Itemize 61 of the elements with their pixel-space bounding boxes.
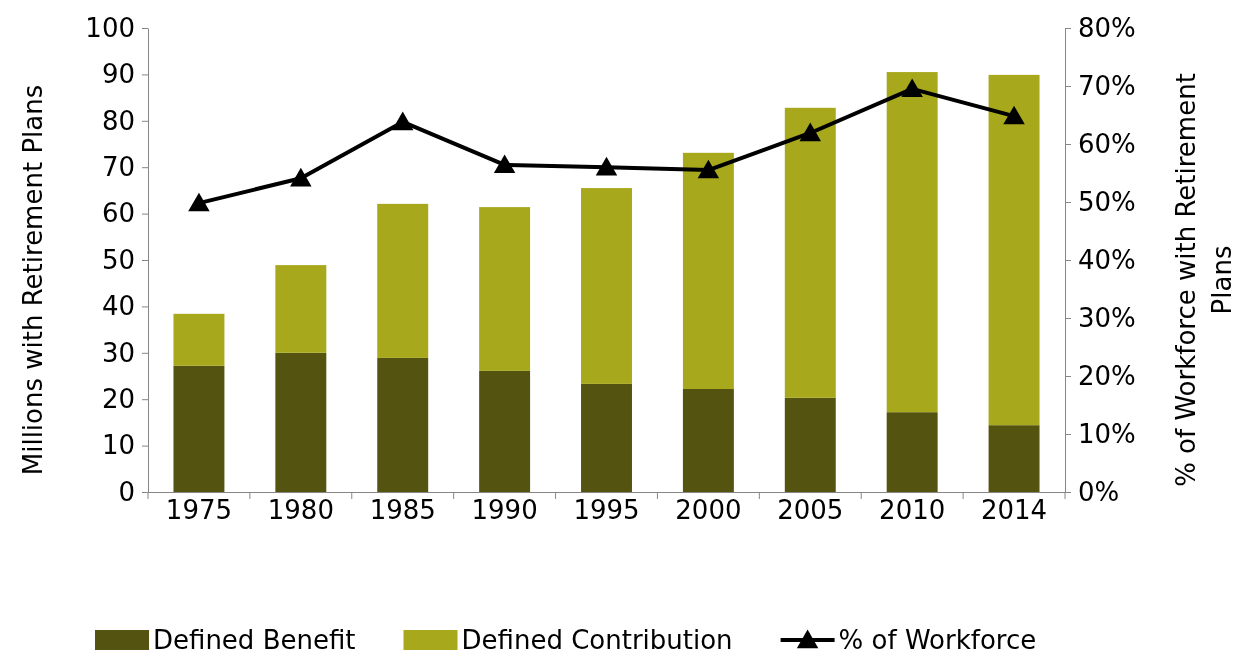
bar <box>784 397 836 492</box>
bar <box>275 265 327 353</box>
bar <box>581 383 632 492</box>
bar <box>886 412 938 492</box>
legend-label: % of Workforce <box>838 625 1037 655</box>
bar <box>784 107 836 398</box>
bar <box>377 203 429 358</box>
y-tick-label: 90 <box>101 59 135 90</box>
x-tick-label: 2000 <box>675 495 742 525</box>
y-tick-label: 50 <box>101 244 135 275</box>
y-tick-label: 20 <box>101 384 135 415</box>
bar <box>377 357 429 492</box>
bar <box>479 370 531 492</box>
y2-tick-label: 30% <box>1078 302 1136 333</box>
bar <box>988 74 1040 426</box>
bar <box>173 365 225 492</box>
bar <box>479 207 531 371</box>
y-axis-title: Millions with Retirement Plans <box>18 84 48 476</box>
y2-tick-label: 50% <box>1078 186 1136 217</box>
y2-tick-label: 0% <box>1078 476 1120 507</box>
point <box>799 122 822 142</box>
x-tick-label: 1995 <box>573 495 640 525</box>
point <box>188 192 210 212</box>
y2-tick-label: 70% <box>1078 70 1136 101</box>
point <box>697 159 720 179</box>
bar <box>275 352 327 492</box>
bar <box>173 313 225 366</box>
y-tick-label: 70 <box>101 152 135 183</box>
y2-tick-label: 80% <box>1078 12 1136 43</box>
x-tick-label: 2014 <box>980 495 1048 525</box>
y2-axis-title: % of Workforce with Retirement Plans <box>1171 73 1237 487</box>
bar <box>682 152 734 389</box>
y2-tick-label: 40% <box>1078 244 1136 275</box>
y-tick-label: 30 <box>101 337 135 368</box>
y-tick-label: 80 <box>101 105 135 136</box>
point <box>901 78 923 98</box>
y-tick-label: 0 <box>118 476 135 507</box>
x-tick-label: 1980 <box>267 495 334 525</box>
x-tick-label: 2010 <box>879 495 946 525</box>
bar <box>682 388 734 492</box>
legend-label: Defined Benefit <box>153 625 356 655</box>
y-tick-label: 40 <box>101 291 135 322</box>
y-tick-label: 60 <box>101 198 135 229</box>
x-tick-label: 1975 <box>165 495 233 525</box>
y2-tick-label: 20% <box>1078 360 1136 391</box>
point <box>391 111 414 131</box>
y2-tick-label: 60% <box>1078 128 1136 159</box>
bar <box>988 425 1040 492</box>
x-tick-label: 1990 <box>471 495 538 525</box>
bar <box>886 72 938 413</box>
bar <box>581 188 632 384</box>
y-tick-label: 10 <box>101 430 135 461</box>
point <box>595 156 618 176</box>
y-tick-label: 100 <box>85 12 135 43</box>
x-tick-label: 2005 <box>777 495 844 525</box>
point <box>1003 105 1025 125</box>
y2-tick-label: 10% <box>1078 418 1136 449</box>
point <box>493 154 516 174</box>
x-tick-label: 1985 <box>369 495 436 525</box>
point <box>290 167 312 187</box>
legend-label: Defined Contribution <box>461 625 733 655</box>
